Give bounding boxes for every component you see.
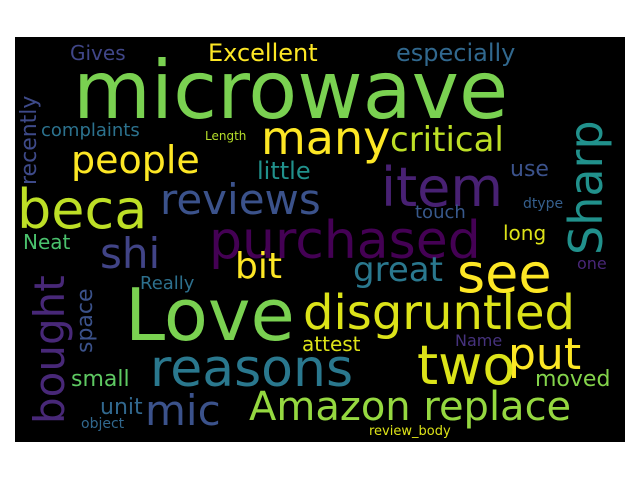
word-reasons: reasons bbox=[150, 339, 354, 399]
word-especially: especially bbox=[396, 39, 516, 67]
word-purchased: purchased bbox=[209, 211, 481, 271]
word-beca: beca bbox=[17, 178, 148, 241]
word-cloud: Excellent especially Gives microwave rec… bbox=[15, 37, 625, 442]
word-space: space bbox=[73, 288, 98, 353]
word-neat: Neat bbox=[23, 230, 71, 254]
word-put: put bbox=[508, 329, 582, 380]
word-mic: mic bbox=[145, 386, 221, 435]
word-see: see bbox=[457, 242, 552, 305]
word-small: small bbox=[71, 367, 130, 392]
word-complaints: complaints bbox=[41, 120, 140, 141]
word-two: two bbox=[417, 334, 516, 397]
word-sharp: Sharp bbox=[559, 120, 613, 255]
word-unit: unit bbox=[100, 395, 143, 420]
word-name: Name bbox=[455, 331, 503, 350]
word-attest: attest bbox=[302, 332, 361, 356]
word-little: little bbox=[257, 157, 311, 185]
word-amazon-replace: Amazon replace bbox=[249, 384, 572, 430]
word-love: Love bbox=[125, 273, 295, 357]
word-object: object bbox=[81, 416, 125, 432]
word-dtype: dtype bbox=[523, 196, 564, 212]
word-reviews: reviews bbox=[160, 175, 321, 224]
word-really: Really bbox=[140, 273, 195, 294]
word-great: great bbox=[353, 250, 443, 290]
word-moved: moved bbox=[535, 367, 611, 392]
word-review-body: review_body bbox=[369, 424, 451, 439]
word-disgruntled: disgruntled bbox=[303, 285, 576, 341]
word-bought: bought bbox=[25, 275, 74, 424]
word-bit: bit bbox=[235, 246, 282, 287]
word-recently: recently bbox=[17, 95, 42, 185]
word-use: use bbox=[510, 157, 549, 182]
word-item: item bbox=[381, 156, 504, 219]
word-long: long bbox=[503, 221, 547, 245]
word-length: Length bbox=[205, 129, 247, 143]
word-critical: critical bbox=[390, 120, 504, 160]
word-gives: Gives bbox=[70, 41, 126, 65]
word-one: one bbox=[577, 254, 607, 273]
word-many: many bbox=[261, 111, 391, 165]
word-microwave: microwave bbox=[73, 44, 509, 137]
word-touch: touch bbox=[415, 202, 466, 223]
word-excellent: Excellent bbox=[208, 39, 318, 67]
word-people: people bbox=[71, 138, 200, 182]
word-shi: shi bbox=[100, 229, 161, 278]
